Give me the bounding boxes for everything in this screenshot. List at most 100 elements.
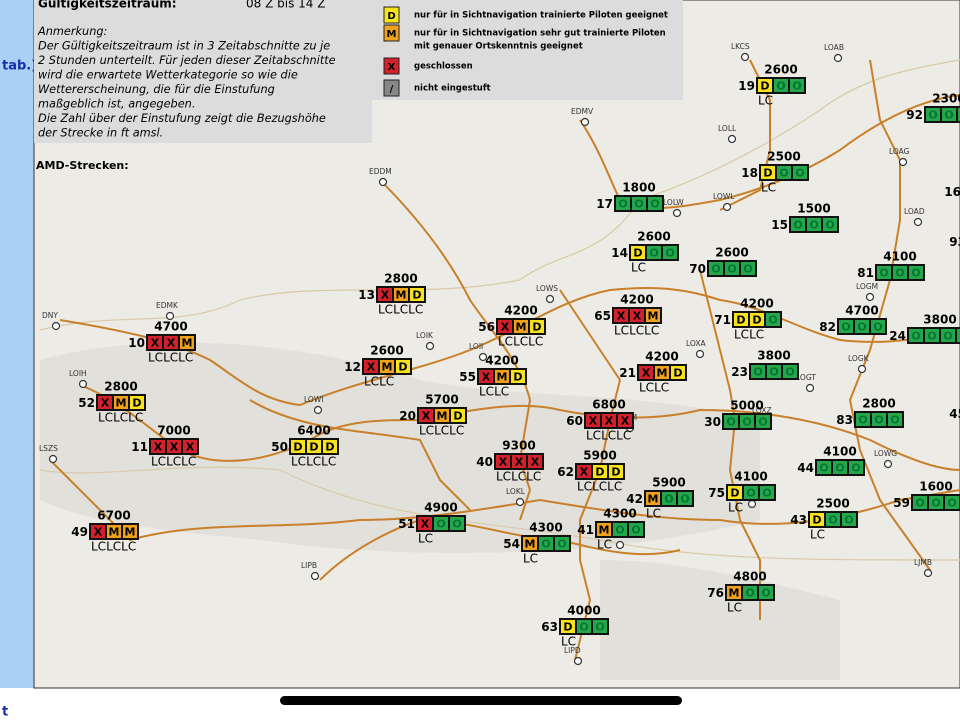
airport-dot xyxy=(51,321,61,331)
status-cell xyxy=(957,329,960,342)
airport-dot xyxy=(580,117,590,127)
status-cell xyxy=(616,197,630,210)
route-altitude: 4800 xyxy=(733,570,766,584)
route-id: 43 xyxy=(790,513,807,527)
status-cell xyxy=(790,79,804,92)
note-line: 2 Stunden unterteilt. Für jeden dieser Z… xyxy=(38,54,336,67)
route-conditions: LC xyxy=(631,261,646,275)
note-line: der Strecke in ft amsl. xyxy=(38,127,163,140)
status-cell xyxy=(631,246,645,259)
status-code: O xyxy=(631,524,640,537)
status-cell xyxy=(945,496,959,509)
status-code: M xyxy=(648,310,659,323)
borders xyxy=(39,59,960,561)
route-conditions: LC xyxy=(727,601,742,615)
airport-dot xyxy=(672,208,682,218)
route-altitude: 4700 xyxy=(845,304,878,318)
status-code: O xyxy=(769,366,778,379)
status-code: M xyxy=(382,361,393,374)
status-cell xyxy=(783,365,797,378)
status-cell xyxy=(418,517,432,530)
status-code: O xyxy=(947,497,956,510)
status-cell xyxy=(826,513,840,526)
status-code: D xyxy=(453,410,462,423)
status-cell xyxy=(151,440,165,453)
status-cell xyxy=(758,79,772,92)
status-cell xyxy=(671,366,685,379)
status-cell xyxy=(662,492,676,505)
status-code: O xyxy=(758,416,767,429)
status-cell xyxy=(479,370,493,383)
status-cell xyxy=(833,461,847,474)
airport-code: LOWL xyxy=(713,192,735,201)
route-conditions: LC xyxy=(810,528,825,542)
status-cell xyxy=(123,525,137,538)
route-altitude: 4200 xyxy=(645,350,678,364)
airport-code: LIPB xyxy=(301,561,317,570)
route-altitude: 2600 xyxy=(370,344,403,358)
status-code: O xyxy=(436,518,445,531)
route-id: 62 xyxy=(557,465,574,479)
route-conditions: LCLCLC xyxy=(577,480,622,494)
status-code: D xyxy=(412,289,421,302)
route-conditions: LCLCLC xyxy=(91,540,136,554)
airport-dot xyxy=(310,571,320,581)
route-altitude: 4000 xyxy=(567,604,600,618)
status-cell xyxy=(419,409,433,422)
route-altitude: 1800 xyxy=(622,181,655,195)
status-cell xyxy=(751,365,765,378)
route-conditions: LCLC xyxy=(734,328,764,342)
status-code: X xyxy=(482,371,491,384)
route-id: 54 xyxy=(503,537,520,551)
airport-dot xyxy=(805,383,815,393)
route-id: 82 xyxy=(819,320,836,334)
status-code: O xyxy=(776,80,785,93)
airport-code: LOLL xyxy=(718,124,737,133)
status-cell xyxy=(378,288,392,301)
status-cell xyxy=(577,465,591,478)
status-code: D xyxy=(763,167,772,180)
status-code: O xyxy=(828,514,837,527)
airport-code: LOWI xyxy=(304,395,323,404)
airport-dot xyxy=(865,292,875,302)
route-id: 81 xyxy=(857,266,874,280)
route-conditions: LC xyxy=(758,94,773,108)
route-conditions: LCLCLC xyxy=(378,303,423,317)
status-code: X xyxy=(421,518,430,531)
status-cell xyxy=(849,461,863,474)
status-code: M xyxy=(525,538,536,551)
status-cell xyxy=(613,523,627,536)
status-cell xyxy=(148,336,162,349)
note-line: Wettererscheinung, die für die Einstufun… xyxy=(38,83,275,96)
status-cell xyxy=(761,166,775,179)
status-code: O xyxy=(841,321,850,334)
route-altitude: 2800 xyxy=(862,397,895,411)
validity-label: Gültigkeitszeitraum: xyxy=(38,0,177,11)
status-code: O xyxy=(943,330,952,343)
airport-dot xyxy=(923,568,933,578)
airport-dot xyxy=(833,53,843,63)
status-code: O xyxy=(634,198,643,211)
status-cell xyxy=(180,336,194,349)
status-code: M xyxy=(497,371,508,384)
airport-code: LOII xyxy=(469,342,483,351)
airport-dot xyxy=(165,311,175,321)
route-id: 49 xyxy=(71,525,88,539)
status-cell xyxy=(496,455,510,468)
route-altitude: 5900 xyxy=(652,476,685,490)
status-cell xyxy=(909,266,923,279)
route-id: 18 xyxy=(741,166,758,180)
status-cell xyxy=(724,415,738,428)
status-cell xyxy=(766,313,780,326)
route-altitude: 4300 xyxy=(529,521,562,535)
status-cell xyxy=(435,409,449,422)
route-conditions: LCLCLC xyxy=(586,429,631,443)
legend-code: M xyxy=(387,29,397,40)
legend-text: nur für in Sichtnavigation sehr gut trai… xyxy=(414,29,666,39)
status-cell xyxy=(793,166,807,179)
status-cell xyxy=(856,413,870,426)
status-code: O xyxy=(858,414,867,427)
airport-code: LKCS xyxy=(731,42,750,51)
status-code: D xyxy=(611,466,620,479)
airport-code: DNY xyxy=(42,311,58,320)
